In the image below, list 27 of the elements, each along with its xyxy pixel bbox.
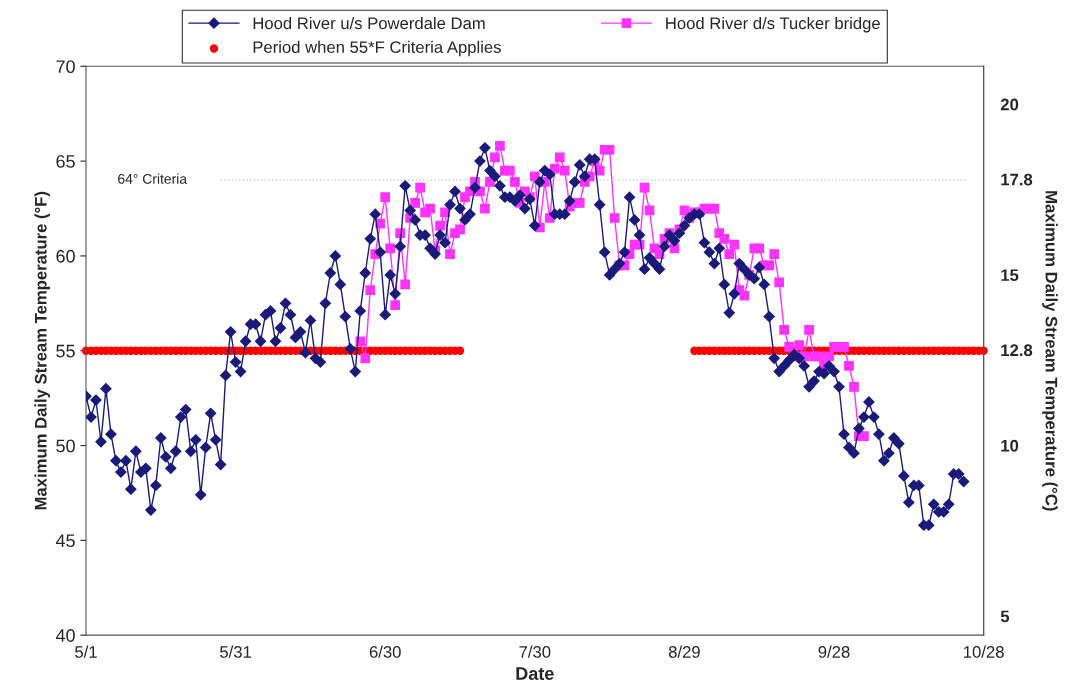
legend-label: Period when 55*F Criteria Applies xyxy=(253,40,501,57)
y-tick-label: 70 xyxy=(56,60,75,74)
ref-line-label: 64° Criteria xyxy=(118,173,188,184)
y2-tick-label: 5 xyxy=(1000,610,1010,623)
y-tick-label: 55 xyxy=(56,344,75,358)
y2-tick-label: 20 xyxy=(1000,98,1019,111)
x-axis-title: Date xyxy=(516,667,554,680)
y-tick-label: 65 xyxy=(56,155,75,168)
x-tick-label: 10/28 xyxy=(964,645,1004,658)
y-tick-label: 45 xyxy=(55,534,75,548)
legend-label: Hood River d/s Tucker bridge xyxy=(666,16,880,33)
y-tick-label: 40 xyxy=(55,629,75,642)
legend-label: Hood River u/s Powerdale Dam xyxy=(253,16,485,30)
x-tick-label: 7/30 xyxy=(519,645,551,658)
y2-tick-label: 12.8 xyxy=(1001,344,1033,357)
x-tick-label: 9/28 xyxy=(818,645,850,658)
y-tick-label: 50 xyxy=(56,439,75,453)
y2-axis-title: Maximum Daily Stream Temperature (°C) xyxy=(1042,191,1058,511)
x-tick-label: 8/29 xyxy=(668,645,700,658)
y2-tick-label: 10 xyxy=(1001,439,1019,452)
y2-tick-label: 15 xyxy=(1001,269,1019,282)
x-tick-label: 5/31 xyxy=(220,645,252,658)
x-tick-label: 5/1 xyxy=(75,645,97,658)
x-tick-label: 6/30 xyxy=(369,645,401,658)
y2-tick-label: 17.8 xyxy=(1001,173,1033,186)
y-tick-label: 60 xyxy=(56,249,75,263)
y-axis-title: Maximum Daily Stream Temperature (°F) xyxy=(34,191,50,510)
